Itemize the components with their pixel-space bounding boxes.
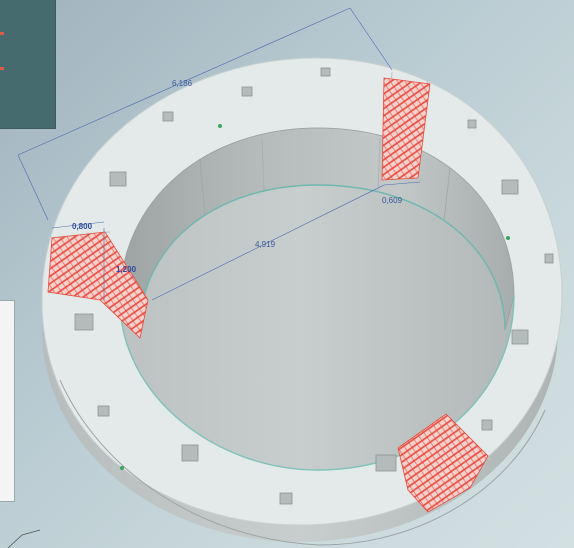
rebar-cage-left[interactable] (47, 231, 149, 339)
axis-triad-icon (7, 529, 41, 548)
ring-bottom-edge (59, 379, 546, 546)
side-sheet[interactable] (0, 300, 15, 502)
dimension-outer-length: 6,186 (172, 79, 193, 88)
square-marker-icon (511, 329, 529, 345)
dimension-gap-right: 0,609 (382, 196, 403, 205)
square-marker-icon (320, 67, 331, 77)
square-marker-icon (501, 179, 519, 195)
square-marker-icon (279, 492, 293, 505)
panel-marker-icon (0, 67, 4, 70)
square-marker-icon (241, 86, 253, 97)
square-marker-icon (97, 405, 110, 417)
dimension-gap-left-width: 0,800 (72, 222, 93, 231)
dimension-gap-left-height: 1,200 (116, 265, 137, 274)
square-marker-icon (375, 454, 397, 472)
anchor-points (120, 124, 510, 470)
overlay-panel (0, 0, 56, 129)
dimension-line-icon (151, 184, 385, 301)
square-marker-icon (109, 171, 127, 187)
dimension-lines[interactable] (7, 7, 421, 548)
rebar-cage-bottom[interactable] (397, 413, 489, 513)
dimension-line-icon (17, 7, 351, 156)
square-marker-icon (74, 313, 94, 331)
square-marker-icon (467, 119, 477, 129)
square-marker-icon (544, 253, 554, 264)
square-marker-icon (481, 419, 493, 431)
ring-inner-rim (119, 184, 515, 471)
square-marker-icon (162, 111, 174, 122)
dimension-inner-span: 4,919 (255, 240, 276, 249)
insert-markers (74, 67, 554, 505)
panel-marker-icon (0, 32, 4, 35)
square-marker-icon (181, 444, 199, 462)
rebar-cage-top[interactable] (381, 77, 431, 181)
